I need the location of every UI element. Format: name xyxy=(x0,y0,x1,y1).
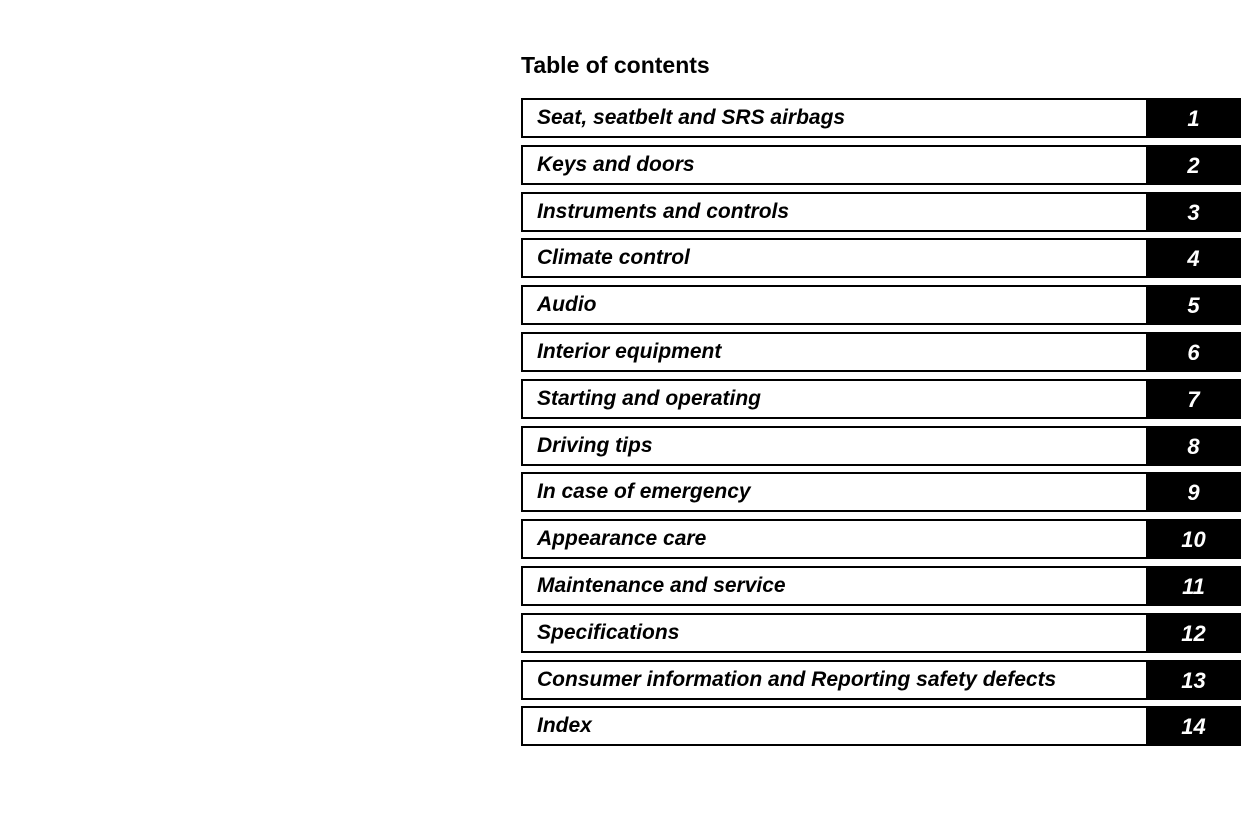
toc-item[interactable]: Starting and operating 7 xyxy=(521,379,1241,419)
toc-item-number-tab[interactable]: 13 xyxy=(1146,660,1241,700)
toc-item-number-tab[interactable]: 12 xyxy=(1146,613,1241,653)
toc-item-number-tab[interactable]: 8 xyxy=(1146,426,1241,466)
toc-item-number-tab[interactable]: 14 xyxy=(1146,706,1241,746)
toc-item[interactable]: Driving tips 8 xyxy=(521,426,1241,466)
toc-item[interactable]: Appearance care 10 xyxy=(521,519,1241,559)
toc-item-label[interactable]: In case of emergency xyxy=(521,472,1146,512)
toc-item-label[interactable]: Appearance care xyxy=(521,519,1146,559)
toc-item-label[interactable]: Starting and operating xyxy=(521,379,1146,419)
toc-item-number-tab[interactable]: 3 xyxy=(1146,192,1241,232)
toc-item-number-tab[interactable]: 7 xyxy=(1146,379,1241,419)
toc-item-label[interactable]: Interior equipment xyxy=(521,332,1146,372)
toc-item-label[interactable]: Climate control xyxy=(521,238,1146,278)
toc-item-label[interactable]: Instruments and controls xyxy=(521,192,1146,232)
toc-item-label[interactable]: Index xyxy=(521,706,1146,746)
toc-item[interactable]: Instruments and controls 3 xyxy=(521,192,1241,232)
toc-item[interactable]: Climate control 4 xyxy=(521,238,1241,278)
toc-item[interactable]: Index 14 xyxy=(521,706,1241,746)
toc-item[interactable]: Keys and doors 2 xyxy=(521,145,1241,185)
toc-item-number-tab[interactable]: 5 xyxy=(1146,285,1241,325)
toc-item[interactable]: Specifications 12 xyxy=(521,613,1241,653)
toc-item-number-tab[interactable]: 2 xyxy=(1146,145,1241,185)
toc-item[interactable]: Consumer information and Reporting safet… xyxy=(521,660,1241,700)
toc-item[interactable]: Seat, seatbelt and SRS airbags 1 xyxy=(521,98,1241,138)
toc-item-label[interactable]: Maintenance and service xyxy=(521,566,1146,606)
toc-item-number-tab[interactable]: 6 xyxy=(1146,332,1241,372)
toc-item[interactable]: Audio 5 xyxy=(521,285,1241,325)
toc-item-label[interactable]: Specifications xyxy=(521,613,1146,653)
toc-item[interactable]: Interior equipment 6 xyxy=(521,332,1241,372)
toc-item-number-tab[interactable]: 9 xyxy=(1146,472,1241,512)
toc-item-label[interactable]: Driving tips xyxy=(521,426,1146,466)
toc-item-label[interactable]: Seat, seatbelt and SRS airbags xyxy=(521,98,1146,138)
toc-item[interactable]: In case of emergency 9 xyxy=(521,472,1241,512)
toc-item-number-tab[interactable]: 4 xyxy=(1146,238,1241,278)
toc-item-label[interactable]: Keys and doors xyxy=(521,145,1146,185)
toc-item-label[interactable]: Consumer information and Reporting safet… xyxy=(521,660,1146,700)
page-title: Table of contents xyxy=(521,52,710,78)
toc-item[interactable]: Maintenance and service 11 xyxy=(521,566,1241,606)
toc-item-number-tab[interactable]: 1 xyxy=(1146,98,1241,138)
toc-item-label[interactable]: Audio xyxy=(521,285,1146,325)
toc-item-number-tab[interactable]: 11 xyxy=(1146,566,1241,606)
toc-item-number-tab[interactable]: 10 xyxy=(1146,519,1241,559)
